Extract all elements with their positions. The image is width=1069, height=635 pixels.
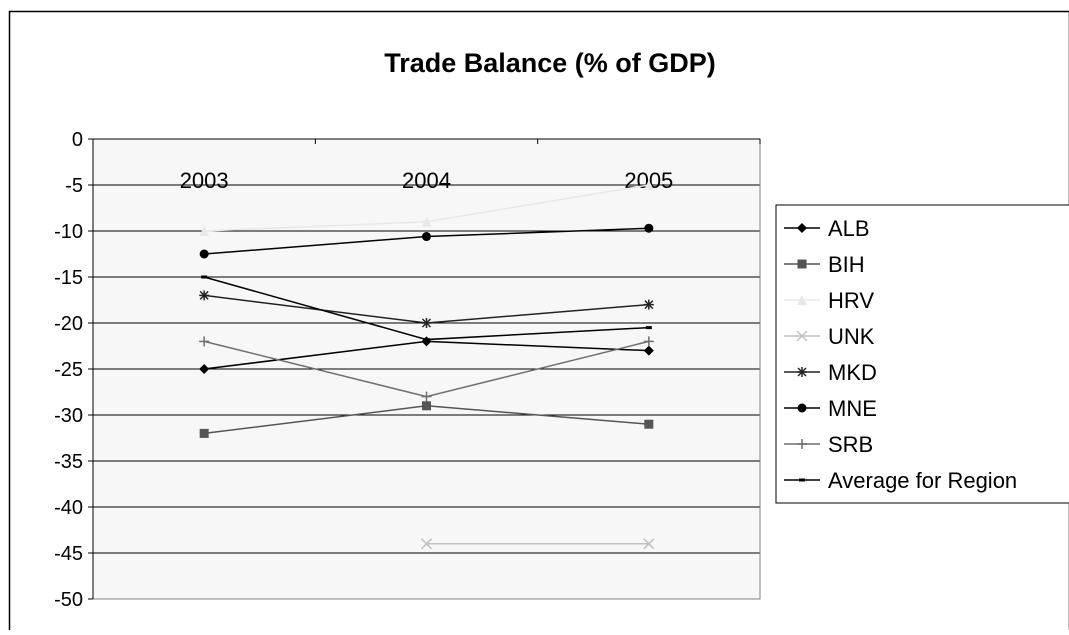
y-tick-label: -50 xyxy=(54,589,83,611)
y-tick-label: -20 xyxy=(54,313,83,335)
marker-shape xyxy=(799,479,805,482)
legend-label: MKD xyxy=(828,360,877,385)
data-point xyxy=(646,326,652,329)
x-tick-label: 2003 xyxy=(180,168,229,193)
legend: ALB BIH HRV UNK MKD MNE SRB Average for Region xyxy=(776,205,1069,503)
plot-layer: 0-5-10-15-20-25-30-35-40-45-502003200420… xyxy=(54,129,760,611)
marker-shape xyxy=(422,401,431,410)
legend-label: BIH xyxy=(828,252,865,277)
data-point xyxy=(644,420,653,429)
data-point xyxy=(199,290,209,300)
legend-label: ALB xyxy=(828,216,870,241)
y-tick-label: -15 xyxy=(54,267,83,289)
legend-label: SRB xyxy=(828,432,873,457)
marker-shape xyxy=(200,250,209,259)
data-point xyxy=(200,429,209,438)
legend-label: MNE xyxy=(828,396,877,421)
y-tick-label: -35 xyxy=(54,451,83,473)
marker-shape xyxy=(644,420,653,429)
legend-marker xyxy=(797,367,807,377)
y-tick-label: -25 xyxy=(54,359,83,381)
marker-shape xyxy=(200,429,209,438)
marker-shape xyxy=(424,338,430,341)
y-tick-label: -10 xyxy=(54,221,83,243)
legend-marker xyxy=(799,479,805,482)
data-point xyxy=(200,250,209,259)
data-point xyxy=(201,276,207,279)
data-point xyxy=(424,338,430,341)
y-tick-label: -30 xyxy=(54,405,83,427)
marker-shape xyxy=(798,260,807,269)
y-tick-label: -40 xyxy=(54,497,83,519)
data-point xyxy=(422,318,432,328)
legend-box xyxy=(776,205,1069,503)
legend-label: UNK xyxy=(828,324,875,349)
y-tick-label: -45 xyxy=(54,543,83,565)
chart-title: Trade Balance (% of GDP) xyxy=(384,48,716,78)
data-point xyxy=(422,232,431,241)
marker-shape xyxy=(646,326,652,329)
data-point xyxy=(644,224,653,233)
marker-shape xyxy=(422,232,431,241)
legend-label: HRV xyxy=(828,288,874,313)
marker-shape xyxy=(798,404,807,413)
y-tick-label: -5 xyxy=(65,175,83,197)
y-tick-label: 0 xyxy=(72,129,83,151)
legend-marker xyxy=(798,260,807,269)
marker-shape xyxy=(201,276,207,279)
legend-marker xyxy=(798,404,807,413)
data-point xyxy=(644,300,654,310)
x-tick-label: 2004 xyxy=(402,168,451,193)
legend-label: Average for Region xyxy=(828,468,1017,493)
marker-shape xyxy=(644,224,653,233)
data-point xyxy=(422,401,431,410)
